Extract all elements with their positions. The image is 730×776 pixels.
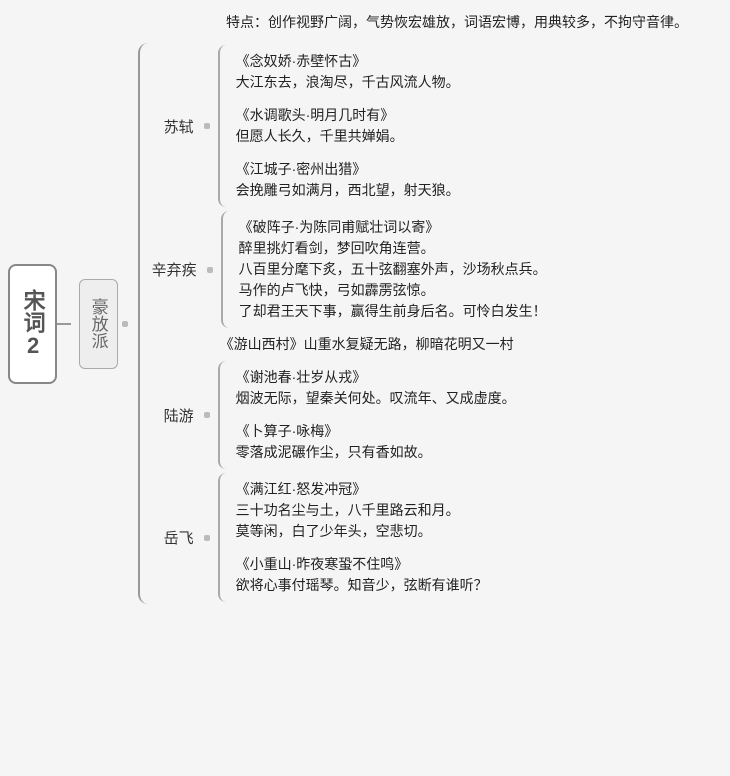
work-item: 《破阵子·为陈同甫赋壮词以寄》 醉里挑灯看剑，梦回吹角连营。 八百里分麾下炙，五… xyxy=(233,213,553,326)
poet-row-yuefei: 岳飞 《满江红·怒发冲冠》 三十功名尘与土，八千里路云和月。 莫等闲，白了少年头… xyxy=(140,471,553,604)
poet-row-luyou: 陆游 《谢池春·壮岁从戎》 烟波无际，望秦关何处。叹流年、又成虚度。 《卜算子·… xyxy=(140,359,553,471)
work-line: 烟波无际，望秦关何处。叹流年、又成虚度。 xyxy=(236,388,516,409)
node-dot xyxy=(204,412,210,418)
work-title: 《念奴娇·赤壁怀古》 xyxy=(236,53,367,69)
poet-label: 陆游 xyxy=(152,405,200,426)
work-item: 《卜算子·咏梅》 零落成泥碾作尘，只有香如故。 xyxy=(230,417,522,467)
node-dot xyxy=(204,535,210,541)
work-line: 欲将心事付瑶琴。知音少，弦断有谁听？ xyxy=(236,575,488,596)
works-bracket: 《谢池春·壮岁从戎》 烟波无际，望秦关何处。叹流年、又成虚度。 《卜算子·咏梅》… xyxy=(218,361,522,469)
work-title: 《小重山·昨夜寒蛩不住鸣》 xyxy=(236,556,409,572)
work-line: 马作的卢飞快，弓如霹雳弦惊。 xyxy=(239,280,547,301)
work-line: 醉里挑灯看剑，梦回吹角连营。 xyxy=(239,238,547,259)
root-node: 宋词2 xyxy=(8,264,57,384)
work-item: 《谢池春·壮岁从戎》 烟波无际，望秦关何处。叹流年、又成虚度。 xyxy=(230,363,522,413)
poet-label: 辛弃疾 xyxy=(152,259,203,280)
work-title: 《满江红·怒发冲冠》 xyxy=(236,481,367,497)
work-title: 《谢池春·壮岁从戎》 xyxy=(236,369,367,385)
work-line: 零落成泥碾作尘，只有香如故。 xyxy=(236,442,516,463)
work-title: 《破阵子·为陈同甫赋壮词以寄》 xyxy=(239,219,440,235)
work-item: 《水调歌头·明月几时有》 但愿人长久，千里共婵娟。 xyxy=(230,101,466,151)
work-item: 《江城子·密州出猎》 会挽雕弓如满月，西北望，射天狼。 xyxy=(230,155,466,205)
work-item: 《小重山·昨夜寒蛩不住鸣》 欲将心事付瑶琴。知音少，弦断有谁听？ xyxy=(230,550,494,600)
node-dot xyxy=(207,267,213,273)
connector xyxy=(57,323,71,325)
work-title: 《水调歌头·明月几时有》 xyxy=(236,107,395,123)
work-line: 会挽雕弓如满月，西北望，射天狼。 xyxy=(236,180,460,201)
work-line: 了却君王天下事，赢得生前身后名。可怜白发生！ xyxy=(239,301,547,322)
works-bracket: 《满江红·怒发冲冠》 三十功名尘与土，八千里路云和月。 莫等闲，白了少年头，空悲… xyxy=(218,473,494,602)
node-dot xyxy=(204,123,210,129)
work-line: 八百里分麾下炙，五十弦翻塞外声，沙场秋点兵。 xyxy=(239,259,547,280)
work-line: 大江东去，浪淘尽，千古风流人物。 xyxy=(236,72,460,93)
inline-work: 《游山西村》山重水复疑无路，柳暗花明又一村 xyxy=(210,330,553,359)
node-dot xyxy=(122,321,128,327)
poet-label: 苏轼 xyxy=(152,116,200,137)
work-title: 《卜算子·咏梅》 xyxy=(236,423,339,439)
work-item: 《念奴娇·赤壁怀古》 大江东去，浪淘尽，千古风流人物。 xyxy=(230,47,466,97)
poet-row-xinqiji: 辛弃疾 《破阵子·为陈同甫赋壮词以寄》 醉里挑灯看剑，梦回吹角连营。 八百里分麾… xyxy=(140,209,553,330)
mindmap-root-row: 宋词2 豪放派 苏轼 《念奴娇·赤壁怀古》 大江东去，浪淘尽，千古风流人物。 《… xyxy=(8,43,722,604)
works-bracket: 《破阵子·为陈同甫赋壮词以寄》 醉里挑灯看剑，梦回吹角连营。 八百里分麾下炙，五… xyxy=(221,211,553,328)
poets-bracket: 苏轼 《念奴娇·赤壁怀古》 大江东去，浪淘尽，千古风流人物。 《水调歌头·明月几… xyxy=(138,43,553,604)
poet-row-sushi: 苏轼 《念奴娇·赤壁怀古》 大江东去，浪淘尽，千古风流人物。 《水调歌头·明月几… xyxy=(140,43,553,209)
work-line: 但愿人长久，千里共婵娟。 xyxy=(236,126,460,147)
work-line: 三十功名尘与土，八千里路云和月。 xyxy=(236,500,488,521)
works-bracket: 《念奴娇·赤壁怀古》 大江东去，浪淘尽，千古风流人物。 《水调歌头·明月几时有》… xyxy=(218,45,466,207)
feature-description: 特点：创作视野广阔，气势恢宏雄放，词语宏博，用典较多，不拘守音律。 xyxy=(208,8,722,43)
work-item: 《满江红·怒发冲冠》 三十功名尘与土，八千里路云和月。 莫等闲，白了少年头，空悲… xyxy=(230,475,494,546)
poet-section-luyou: 《游山西村》山重水复疑无路，柳暗花明又一村 陆游 《谢池春·壮岁从戎》 烟波无际… xyxy=(140,330,553,471)
work-line: 莫等闲，白了少年头，空悲切。 xyxy=(236,521,488,542)
work-title: 《江城子·密州出猎》 xyxy=(236,161,367,177)
poet-label: 岳飞 xyxy=(152,527,200,548)
school-node: 豪放派 xyxy=(79,279,118,369)
